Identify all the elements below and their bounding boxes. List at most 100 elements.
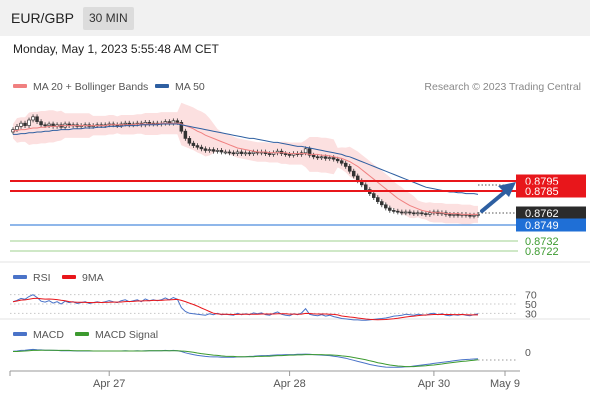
candle-body xyxy=(47,123,51,126)
resistance-label-box xyxy=(516,184,586,198)
ma20-line xyxy=(12,122,478,215)
candle-body xyxy=(31,116,35,121)
currency-pair-title: EUR/GBP xyxy=(11,10,75,26)
chart-header: EUR/GBP 30 MIN xyxy=(0,0,590,36)
candle-body xyxy=(287,154,292,156)
support-label: 0.8722 xyxy=(525,246,559,258)
candle-body xyxy=(420,212,424,215)
rsi-legend-swatch xyxy=(13,275,27,279)
candle-body xyxy=(323,156,328,159)
candle-body xyxy=(207,149,212,151)
x-axis: Apr 27 Apr 28 Apr 30 May 9 xyxy=(9,371,520,390)
candle-body xyxy=(408,211,412,214)
candle-body xyxy=(251,151,256,154)
rsi-ma-line xyxy=(12,297,478,321)
moving-averages xyxy=(12,122,479,215)
candle-body xyxy=(191,142,196,146)
candle-body xyxy=(183,130,188,139)
candle-body xyxy=(468,214,472,217)
candle-body xyxy=(179,122,184,132)
candle-body xyxy=(339,160,344,164)
candle-body xyxy=(384,204,388,209)
macd-signal-line xyxy=(13,349,479,368)
candle-body xyxy=(243,152,248,155)
rsi-level-label: 50 xyxy=(525,299,537,311)
candle-body xyxy=(23,122,27,126)
last-price-label: 0.8762 xyxy=(525,208,559,220)
candle-body xyxy=(175,120,180,123)
candle-body xyxy=(428,212,432,215)
candle-body xyxy=(424,213,428,215)
candle-body xyxy=(372,193,376,198)
rsi-ma-legend-label: 9MA xyxy=(82,272,104,284)
candle-body xyxy=(307,148,312,156)
rsi-level-label: 30 xyxy=(525,308,537,320)
candle-body xyxy=(376,197,380,202)
candle-body xyxy=(380,201,384,206)
candle-body xyxy=(203,148,208,151)
candle-body xyxy=(15,126,19,130)
candle-body xyxy=(39,121,43,126)
candle-body xyxy=(343,162,348,167)
candle-body xyxy=(227,151,232,154)
candle-body xyxy=(452,214,456,216)
ma50-line xyxy=(13,123,479,195)
macd-signal-legend-swatch xyxy=(75,332,89,336)
ma20-legend-swatch xyxy=(13,84,27,88)
support-label: 0.8732 xyxy=(525,236,559,248)
macd-legend-swatch xyxy=(13,332,27,336)
candlesticks xyxy=(11,114,480,219)
macd-signal-legend-label: MACD Signal xyxy=(95,329,158,341)
candle-body xyxy=(215,150,220,152)
rsi-ma-legend-swatch xyxy=(62,275,76,279)
candle-body xyxy=(404,211,408,214)
candle-body xyxy=(283,153,288,155)
source-credit: Research © 2023 Trading Central xyxy=(424,81,581,93)
candle-body xyxy=(211,149,216,152)
candle-body xyxy=(335,158,340,162)
ma20-legend-label: MA 20 + Bollinger Bands xyxy=(33,81,148,93)
candle-body xyxy=(247,152,252,155)
x-axis-label: Apr 30 xyxy=(418,378,450,390)
candle-body xyxy=(223,151,228,154)
candle-body xyxy=(43,124,47,127)
candle-body xyxy=(303,148,308,154)
bollinger-band-area xyxy=(13,102,478,225)
candle-body xyxy=(35,116,39,122)
candle-body xyxy=(27,119,31,126)
candle-body xyxy=(315,156,320,159)
candle-body xyxy=(231,152,236,155)
timeframe-button[interactable]: 30 MIN xyxy=(83,7,134,30)
candle-body xyxy=(239,151,244,154)
candle-body xyxy=(195,145,200,148)
x-axis-label: Apr 28 xyxy=(273,378,305,390)
candle-body xyxy=(412,212,416,215)
candle-body xyxy=(19,122,23,127)
candle-body xyxy=(396,210,400,213)
candle-body xyxy=(319,156,324,159)
rsi-legend-label: RSI xyxy=(33,272,51,284)
resistance-label-box xyxy=(516,174,586,188)
candle-body xyxy=(187,138,192,144)
macd-panel: 0 xyxy=(12,347,531,368)
x-axis-label: Apr 27 xyxy=(93,378,125,390)
candle-body xyxy=(351,170,356,177)
macd-zero-label: 0 xyxy=(525,347,531,359)
last-price-label-box xyxy=(516,206,586,220)
candle-body xyxy=(388,207,392,211)
candle-body xyxy=(472,214,476,217)
candle-body xyxy=(392,210,396,212)
forecast-arrow xyxy=(480,182,516,213)
candle-body xyxy=(235,151,240,154)
candle-body xyxy=(448,214,452,216)
candle-body xyxy=(311,154,316,158)
ma50-legend-label: MA 50 xyxy=(175,81,205,93)
bollinger-band xyxy=(13,102,478,225)
candle-body xyxy=(327,157,332,159)
candle-body xyxy=(456,214,460,216)
rsi-level-label: 70 xyxy=(525,290,537,302)
candle-body xyxy=(400,211,404,214)
